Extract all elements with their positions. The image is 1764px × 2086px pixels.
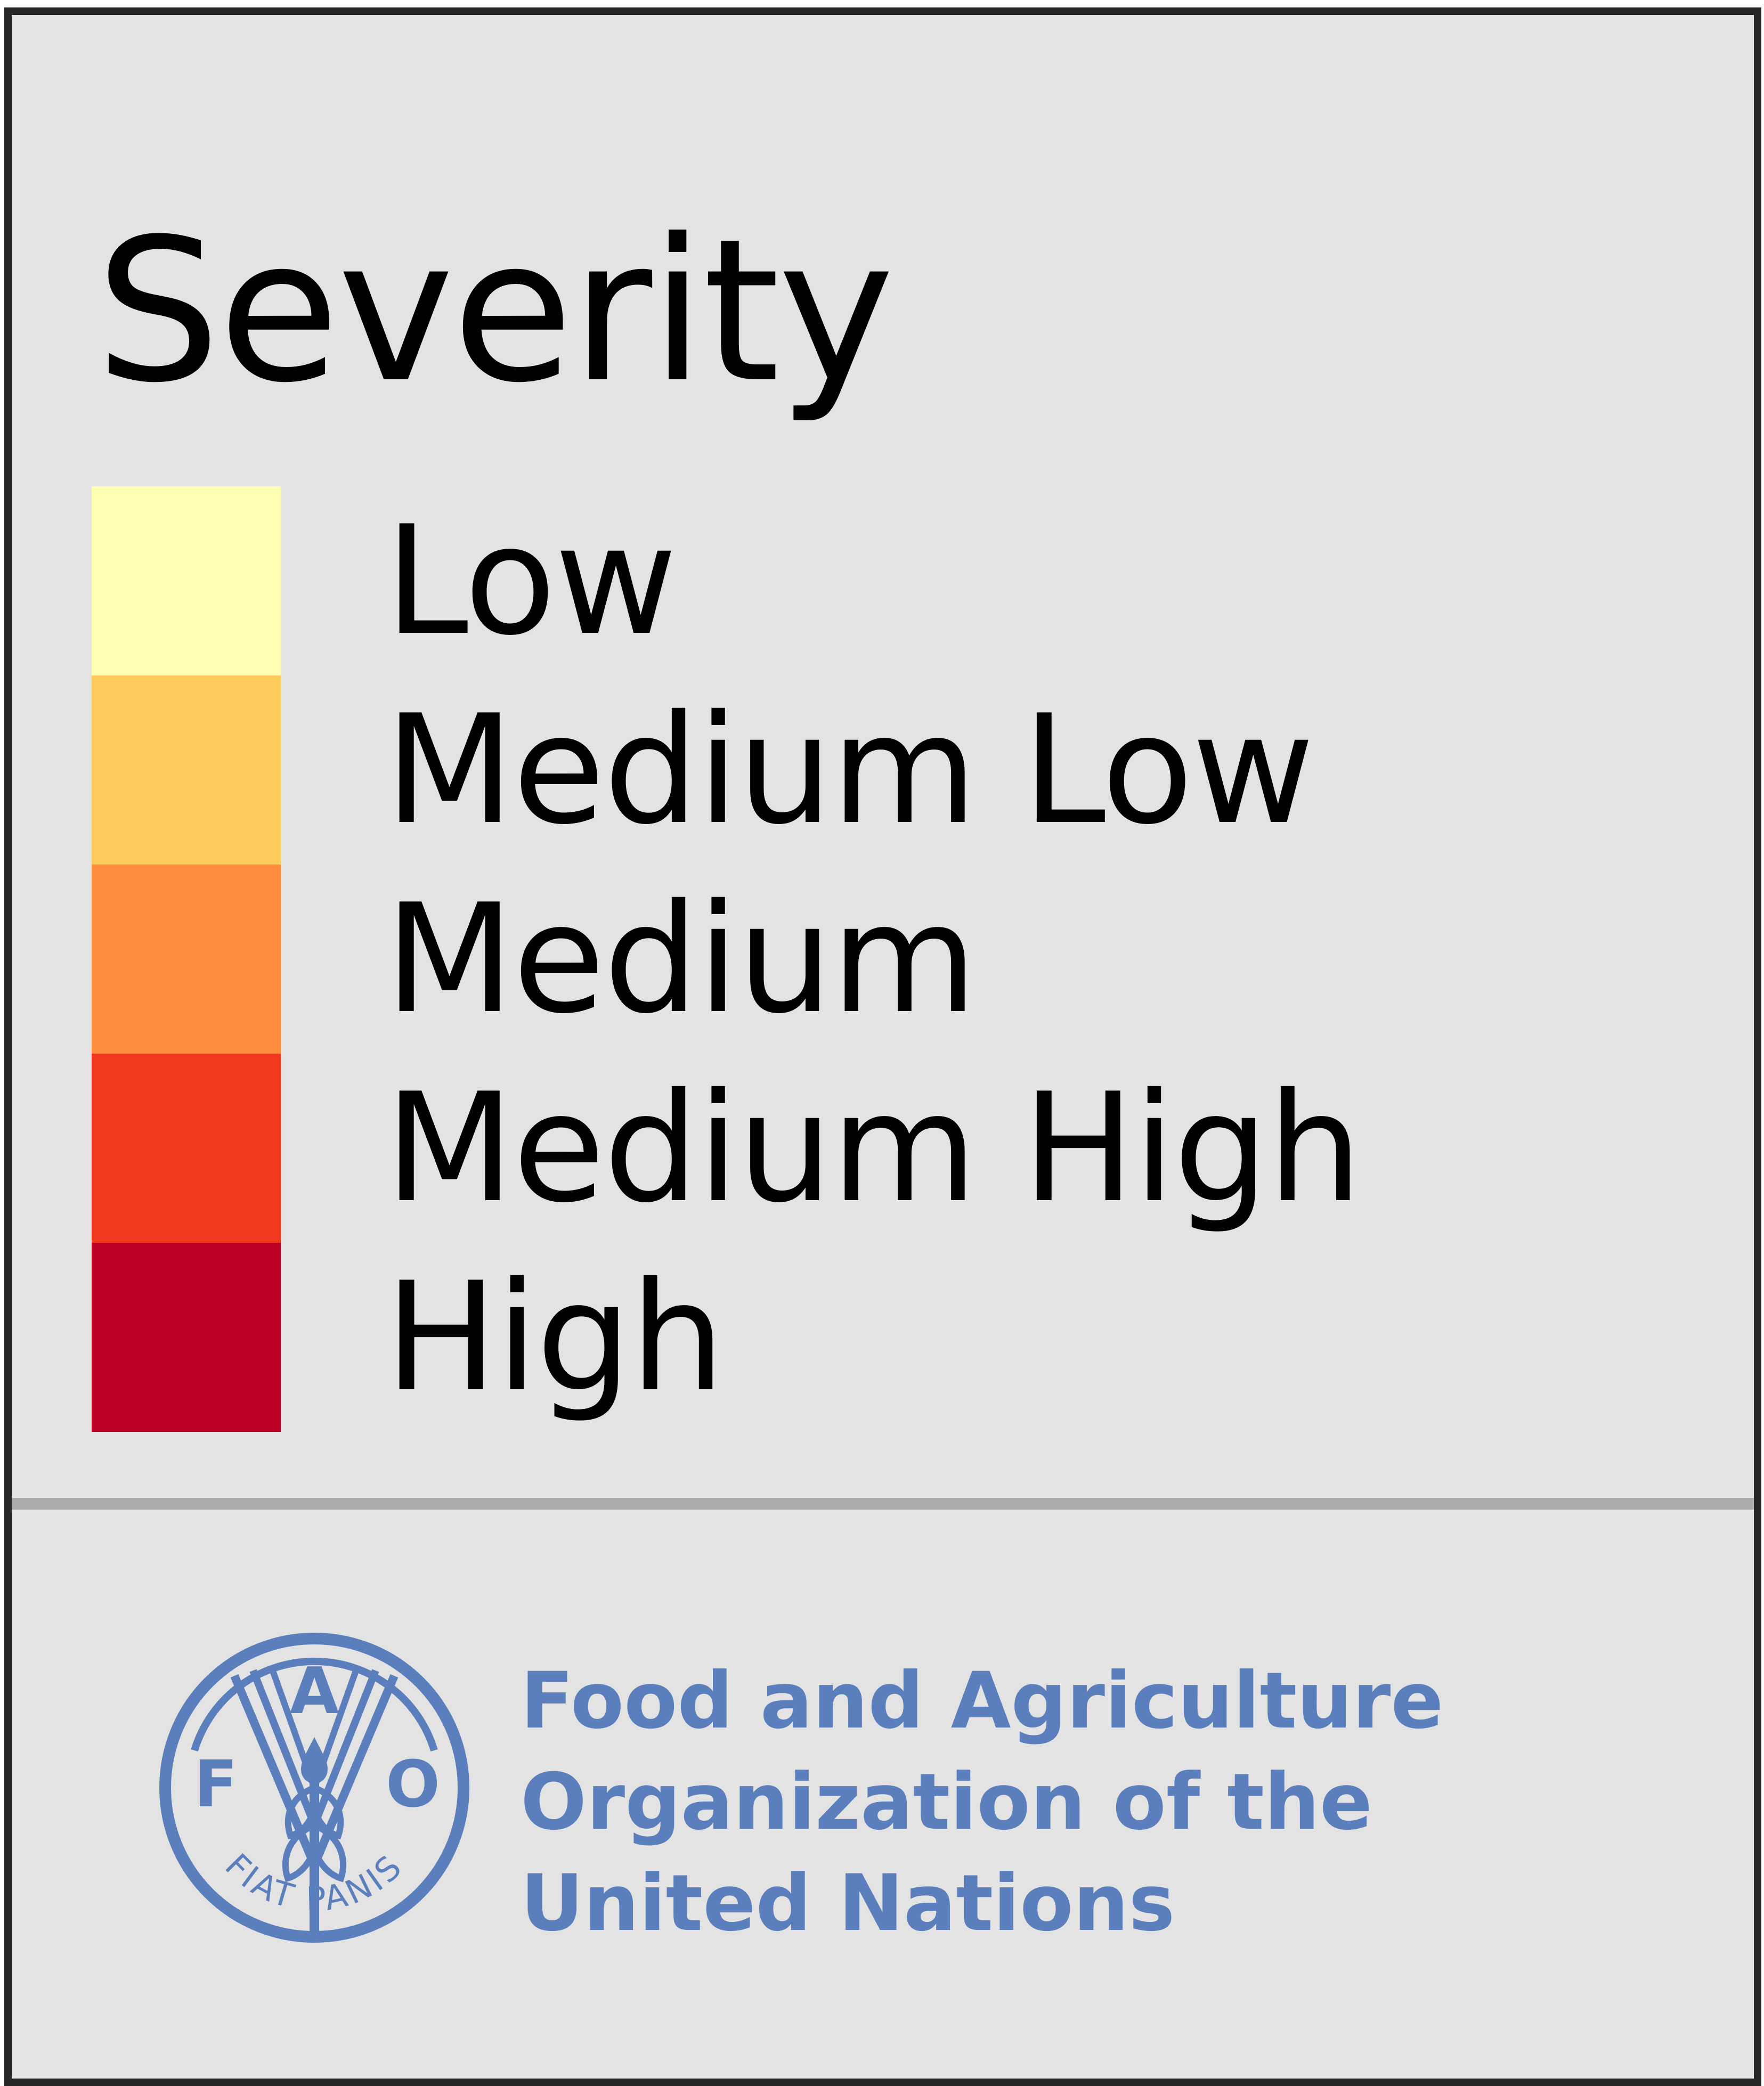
swatch-low xyxy=(92,486,281,675)
org-name-line-3: United Nations xyxy=(521,1858,1175,1949)
legend-label-medium-high: Medium High xyxy=(385,1061,1362,1236)
org-name-line-1: Food and Agriculture xyxy=(521,1656,1444,1746)
logo-letter-f: F xyxy=(194,1748,238,1822)
swatch-medium-high xyxy=(92,1054,281,1243)
legend-labels: Low Medium Low Medium Medium High High xyxy=(385,486,1362,1432)
legend-title: Severity xyxy=(95,197,895,426)
legend-label-low: Low xyxy=(385,493,677,669)
org-name-line-2: Organization of the xyxy=(521,1757,1372,1847)
logo-letter-a: A xyxy=(290,1655,339,1729)
legend-label-high: High xyxy=(385,1250,725,1425)
swatch-medium-low xyxy=(92,675,281,865)
section-divider xyxy=(12,1498,1754,1510)
swatch-medium xyxy=(92,865,281,1054)
swatch-high xyxy=(92,1243,281,1432)
legend-label-medium: Medium xyxy=(385,871,978,1047)
fao-logo-icon: F A O FIAT PANIS xyxy=(159,1633,469,1943)
organization-name: Food and Agriculture Organization of the… xyxy=(521,1650,1443,1954)
legend-swatches xyxy=(92,486,281,1432)
legend-label-medium-low: Medium Low xyxy=(385,682,1315,858)
legend-panel: Severity Low Medium Low Medium Medium Hi… xyxy=(4,7,1761,2086)
logo-letter-o: O xyxy=(386,1748,440,1822)
